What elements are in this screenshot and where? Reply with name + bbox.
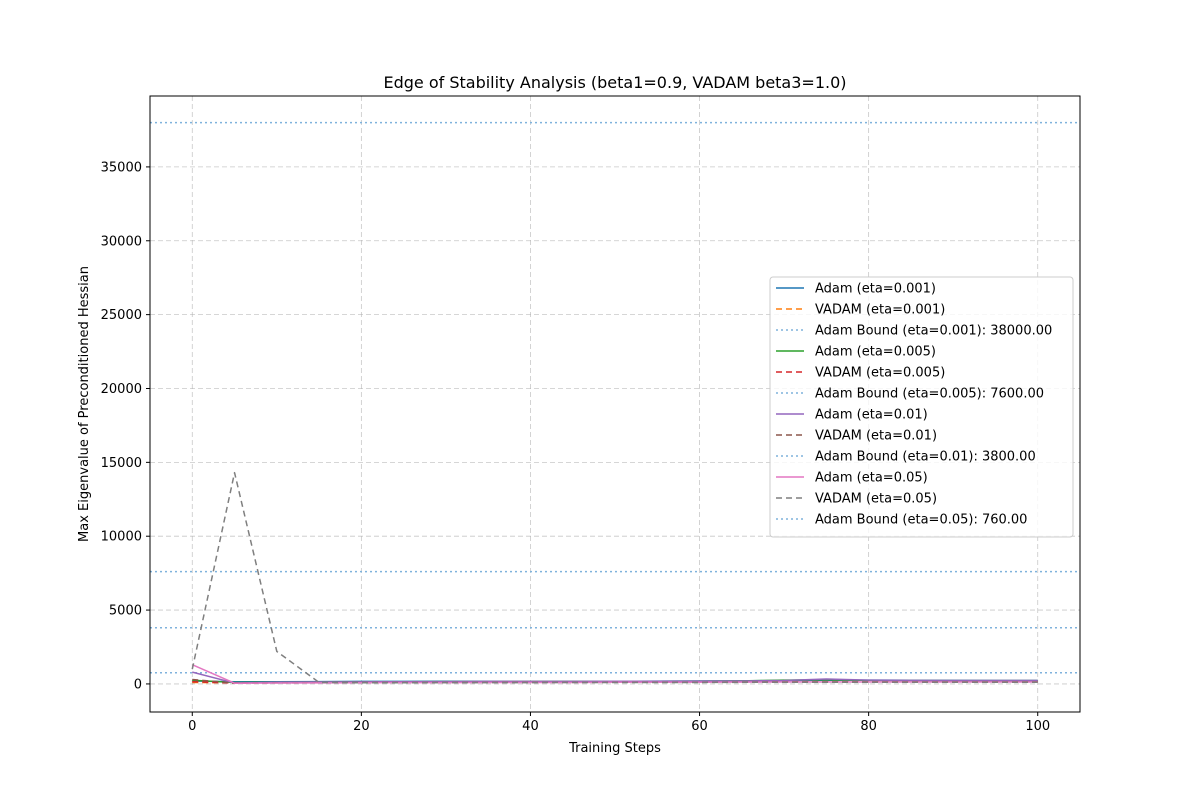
bound-lines: [150, 121, 1080, 674]
x-tick-label: 100: [1025, 719, 1050, 734]
x-tick-label: 20: [353, 719, 370, 734]
y-tick-label: 25000: [101, 308, 142, 323]
y-axis-ticks: 0 5000 10000 15000 20000 25000 30000 35000: [101, 160, 150, 692]
legend-label: VADAM (eta=0.005): [815, 366, 945, 381]
legend-box: [769, 276, 1074, 538]
legend-label: VADAM (eta=0.01): [815, 429, 937, 444]
series-line-10: [191, 471, 1038, 684]
x-axis-label: Training Steps: [568, 741, 661, 756]
legend-label: Adam (eta=0.01): [815, 408, 928, 423]
x-axis-ticks: 0 20 40 60 80 100: [188, 712, 1050, 734]
y-tick-label: 0: [134, 677, 142, 692]
legend-label: Adam (eta=0.001): [815, 282, 936, 297]
x-tick-label: 0: [188, 719, 196, 734]
y-tick-label: 10000: [101, 530, 142, 545]
y-axis-label: Max Eigenvalue of Preconditioned Hessian: [77, 266, 92, 542]
y-tick-label: 20000: [101, 382, 142, 397]
legend-label: Adam Bound (eta=0.001): 38000.00: [815, 324, 1052, 339]
y-tick-label: 5000: [109, 604, 142, 619]
y-tick-label: 35000: [101, 160, 142, 175]
legend: Adam (eta=0.001) VADAM (eta=0.001) Adam Bo…: [769, 276, 1074, 538]
x-tick-label: 40: [522, 719, 539, 734]
legend-label: Adam Bound (eta=0.05): 760.00: [815, 513, 1027, 528]
series-lines: [191, 471, 1038, 684]
x-tick-label: 60: [691, 719, 708, 734]
legend-label: Adam (eta=0.05): [815, 471, 928, 486]
legend-label: VADAM (eta=0.001): [815, 303, 945, 318]
legend-label: VADAM (eta=0.05): [815, 492, 937, 507]
plot-area-frame: [149, 95, 1081, 713]
x-tick-label: 80: [860, 719, 877, 734]
y-tick-label: 15000: [101, 456, 142, 471]
legend-label: Adam Bound (eta=0.01): 3800.00: [815, 450, 1036, 465]
legend-label: Adam (eta=0.005): [815, 345, 936, 360]
y-tick-label: 30000: [101, 234, 142, 249]
chart-title: Edge of Stability Analysis (beta1=0.9, V…: [383, 73, 846, 92]
grid: [150, 96, 1080, 712]
legend-label: Adam Bound (eta=0.005): 7600.00: [815, 387, 1044, 402]
